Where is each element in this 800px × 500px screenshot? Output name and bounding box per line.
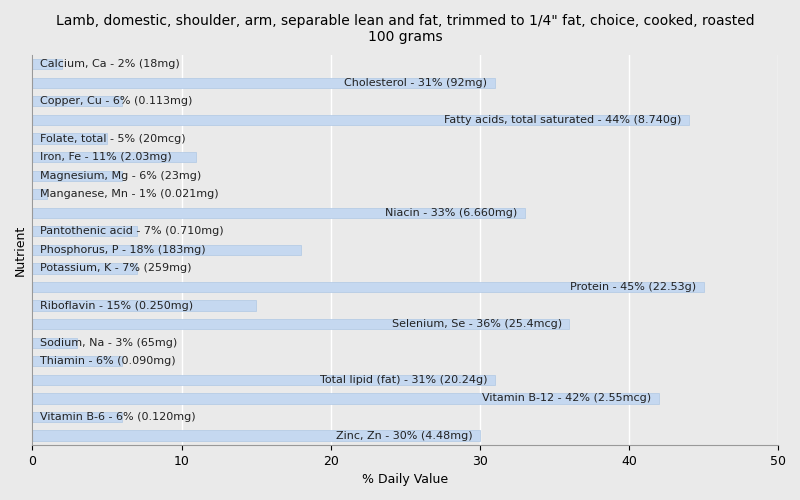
Bar — [33, 78, 494, 88]
Bar — [33, 96, 122, 106]
Text: Riboflavin - 15% (0.250mg): Riboflavin - 15% (0.250mg) — [40, 300, 193, 310]
Text: Thiamin - 6% (0.090mg): Thiamin - 6% (0.090mg) — [40, 356, 175, 366]
Text: Vitamin B-12 - 42% (2.55mcg): Vitamin B-12 - 42% (2.55mcg) — [482, 394, 651, 404]
Bar — [33, 375, 494, 385]
Text: Magnesium, Mg - 6% (23mg): Magnesium, Mg - 6% (23mg) — [40, 170, 201, 180]
Text: Potassium, K - 7% (259mg): Potassium, K - 7% (259mg) — [40, 264, 191, 274]
Text: Pantothenic acid - 7% (0.710mg): Pantothenic acid - 7% (0.710mg) — [40, 226, 223, 236]
Bar — [33, 208, 525, 218]
Text: Calcium, Ca - 2% (18mg): Calcium, Ca - 2% (18mg) — [40, 60, 180, 70]
Text: Zinc, Zn - 30% (4.48mg): Zinc, Zn - 30% (4.48mg) — [336, 430, 472, 440]
Bar — [33, 170, 122, 181]
Text: Niacin - 33% (6.660mg): Niacin - 33% (6.660mg) — [385, 208, 517, 218]
Bar — [33, 430, 480, 440]
Text: Sodium, Na - 3% (65mg): Sodium, Na - 3% (65mg) — [40, 338, 177, 347]
Text: Phosphorus, P - 18% (183mg): Phosphorus, P - 18% (183mg) — [40, 245, 206, 255]
Bar — [33, 300, 256, 310]
Text: Selenium, Se - 36% (25.4mcg): Selenium, Se - 36% (25.4mcg) — [392, 319, 562, 329]
Bar — [33, 356, 122, 366]
Bar — [33, 115, 689, 125]
Bar — [33, 226, 137, 236]
Bar — [33, 134, 107, 143]
Text: Iron, Fe - 11% (2.03mg): Iron, Fe - 11% (2.03mg) — [40, 152, 172, 162]
X-axis label: % Daily Value: % Daily Value — [362, 473, 448, 486]
Text: Protein - 45% (22.53g): Protein - 45% (22.53g) — [570, 282, 696, 292]
Bar — [33, 264, 137, 274]
Bar — [33, 412, 122, 422]
Text: Vitamin B-6 - 6% (0.120mg): Vitamin B-6 - 6% (0.120mg) — [40, 412, 195, 422]
Text: Manganese, Mn - 1% (0.021mg): Manganese, Mn - 1% (0.021mg) — [40, 189, 218, 199]
Text: Total lipid (fat) - 31% (20.24g): Total lipid (fat) - 31% (20.24g) — [320, 375, 487, 385]
Bar — [33, 152, 197, 162]
Text: Fatty acids, total saturated - 44% (8.740g): Fatty acids, total saturated - 44% (8.74… — [444, 115, 681, 125]
Text: Cholesterol - 31% (92mg): Cholesterol - 31% (92mg) — [344, 78, 487, 88]
Y-axis label: Nutrient: Nutrient — [14, 224, 27, 276]
Bar — [33, 282, 703, 292]
Bar — [33, 59, 62, 70]
Title: Lamb, domestic, shoulder, arm, separable lean and fat, trimmed to 1/4" fat, choi: Lamb, domestic, shoulder, arm, separable… — [56, 14, 754, 44]
Text: Copper, Cu - 6% (0.113mg): Copper, Cu - 6% (0.113mg) — [40, 96, 192, 106]
Bar — [33, 319, 570, 330]
Text: Folate, total - 5% (20mcg): Folate, total - 5% (20mcg) — [40, 134, 186, 143]
Bar — [33, 394, 659, 404]
Bar — [33, 338, 77, 348]
Bar — [33, 245, 301, 255]
Bar — [33, 189, 47, 200]
